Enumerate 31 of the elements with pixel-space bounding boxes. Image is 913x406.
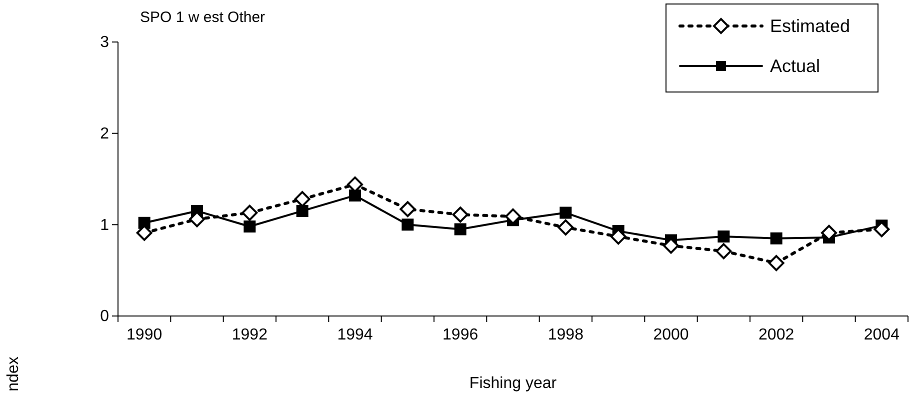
y-tick-label: 1 (100, 216, 110, 234)
x-tick-label: 1992 (232, 326, 268, 344)
x-axis-title: Fishing year (469, 375, 558, 392)
point (558, 219, 574, 236)
point (400, 201, 416, 218)
x-tick-label: 1994 (337, 326, 373, 344)
point (296, 204, 308, 217)
point (768, 255, 784, 272)
point (349, 189, 361, 202)
point (560, 206, 572, 219)
y-tick-label: 3 (100, 34, 110, 52)
y-tick-label: 2 (100, 125, 110, 142)
y-axis-title: ndex (5, 356, 22, 392)
x-tick-label: 1998 (548, 326, 584, 344)
point (454, 223, 466, 236)
point (244, 220, 256, 232)
point (402, 218, 414, 231)
point (452, 206, 468, 223)
legend-label: Estimated (770, 16, 850, 36)
point (718, 230, 730, 243)
legend-label: Actual (770, 56, 820, 76)
y-tick-label: 0 (100, 308, 110, 326)
point (242, 204, 258, 221)
chart-title: SPO 1 w est Other (140, 9, 266, 26)
x-tick-label: 1996 (442, 326, 478, 344)
x-tick-label: 2004 (864, 326, 900, 344)
x-tick-label: 2002 (758, 326, 794, 344)
point (770, 232, 782, 244)
x-tick-label: 1990 (126, 326, 162, 344)
point (716, 243, 732, 260)
x-tick-label: 2000 (653, 326, 689, 344)
